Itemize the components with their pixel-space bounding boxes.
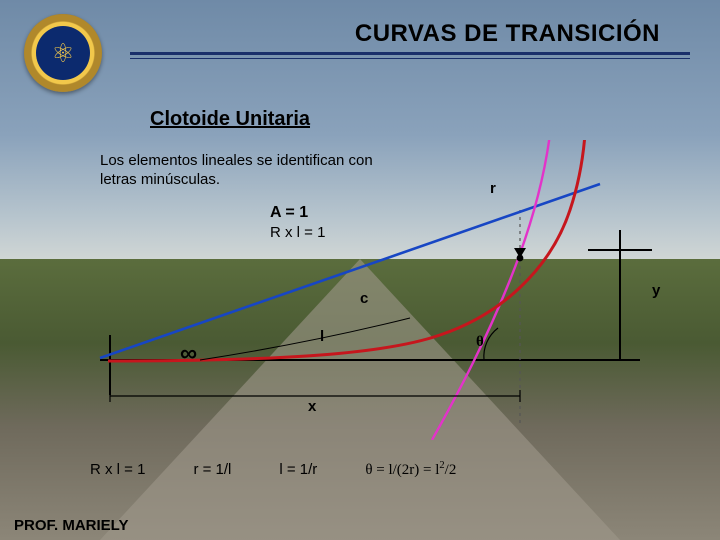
atom-icon: ⚛ — [51, 38, 74, 69]
page-title: CURVAS DE TRANSICIÓN — [130, 20, 690, 48]
eq-r-of-l: r = 1/l — [193, 461, 231, 478]
label-r: r — [490, 180, 496, 197]
eq-l-of-r: l = 1/r — [279, 461, 317, 478]
label-c: c — [360, 290, 368, 307]
eq-theta: θ = l/(2r) = l2/2 — [365, 460, 456, 479]
bottom-equations-row: R x l = 1 r = 1/l l = 1/r θ = l/(2r) = l… — [90, 460, 690, 479]
section-subtitle: Clotoide Unitaria — [150, 108, 310, 131]
label-y: y — [652, 282, 660, 299]
eq-rxl: R x l = 1 — [90, 461, 145, 478]
footer-author: PROF. MARIELY — [14, 517, 128, 534]
title-rule-thin — [130, 58, 690, 59]
title-rule-thick — [130, 52, 690, 55]
label-x: x — [308, 398, 316, 415]
eq-theta-suffix: /2 — [445, 462, 457, 478]
university-logo: ⚛ — [24, 14, 102, 92]
label-theta: θ — [476, 334, 484, 351]
diagram-svg — [80, 140, 680, 440]
eq-theta-prefix: θ = l/(2r) = l — [365, 462, 439, 478]
label-infinity: ∞ — [180, 340, 197, 368]
label-l: l — [320, 328, 324, 345]
clothoid-diagram: r c l ∞ θ x y — [80, 140, 680, 440]
